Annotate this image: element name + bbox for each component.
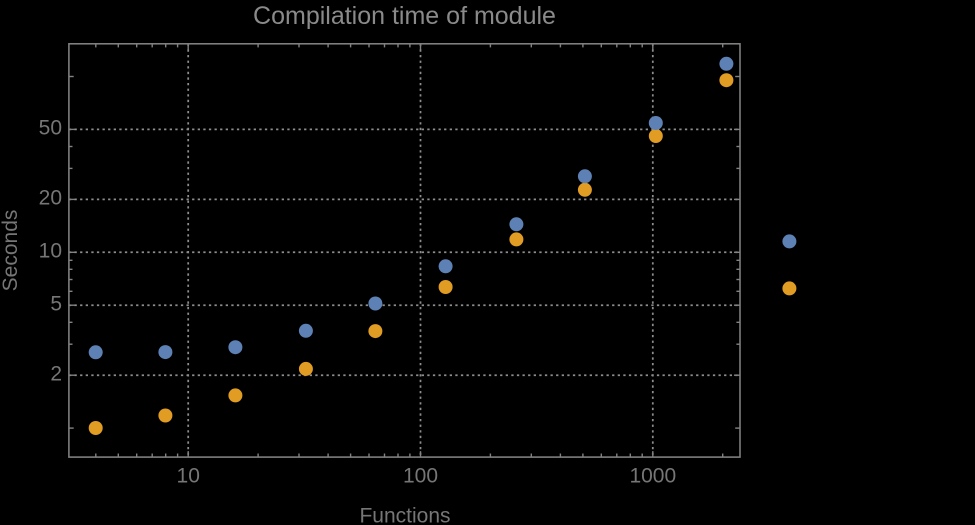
svg-text:20: 20 bbox=[39, 187, 62, 210]
svg-text:50: 50 bbox=[39, 117, 62, 140]
svg-text:5: 5 bbox=[50, 292, 62, 315]
svg-text:Functions: Functions bbox=[359, 505, 450, 525]
svg-text:1000: 1000 bbox=[629, 465, 676, 488]
svg-text:2: 2 bbox=[50, 362, 62, 385]
svg-text:100: 100 bbox=[403, 465, 438, 488]
svg-text:10: 10 bbox=[39, 240, 62, 263]
svg-text:Seconds: Seconds bbox=[0, 210, 22, 292]
svg-text:10: 10 bbox=[177, 465, 200, 488]
svg-text:Compilation time of module: Compilation time of module bbox=[253, 2, 556, 30]
